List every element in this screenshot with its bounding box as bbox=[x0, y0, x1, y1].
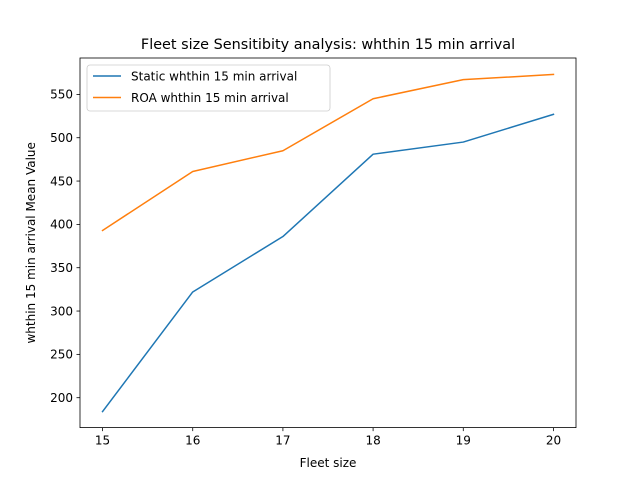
plot-area bbox=[79, 57, 577, 429]
series-line-2 bbox=[101, 73, 555, 232]
legend-box bbox=[86, 64, 331, 112]
y-tick-label: 550 bbox=[50, 88, 73, 102]
x-axis: 15 16 17 18 19 20 bbox=[95, 427, 561, 448]
y-tick-label: 350 bbox=[50, 261, 73, 275]
x-tick-label: 15 bbox=[95, 434, 110, 448]
y-axis: 200 250 300 350 400 450 500 550 bbox=[50, 88, 80, 405]
y-tick-label: 450 bbox=[50, 174, 73, 188]
series-lines bbox=[101, 73, 555, 413]
chart-title: Fleet size Sensitibity analysis: whthin … bbox=[141, 37, 515, 53]
legend-label: ROA whthin 15 min arrival bbox=[131, 91, 289, 105]
x-axis-label: Fleet size bbox=[300, 456, 357, 470]
x-tick-label: 17 bbox=[275, 434, 290, 448]
x-tick-label: 16 bbox=[185, 434, 200, 448]
y-tick-label: 500 bbox=[50, 131, 73, 145]
series-line-1 bbox=[101, 113, 555, 413]
y-tick-label: 400 bbox=[50, 218, 73, 232]
x-tick-label: 18 bbox=[365, 434, 380, 448]
y-tick-label: 250 bbox=[50, 348, 73, 362]
y-axis-label: whthin 15 min arrival Mean Value bbox=[24, 142, 38, 343]
legend: Static whthin 15 min arrival ROA whthin 1… bbox=[86, 64, 331, 112]
y-tick-label: 200 bbox=[50, 391, 73, 405]
x-tick-label: 19 bbox=[456, 434, 471, 448]
x-tick-label: 20 bbox=[546, 434, 561, 448]
legend-label: Static whthin 15 min arrival bbox=[131, 69, 297, 83]
y-tick-label: 300 bbox=[50, 304, 73, 318]
